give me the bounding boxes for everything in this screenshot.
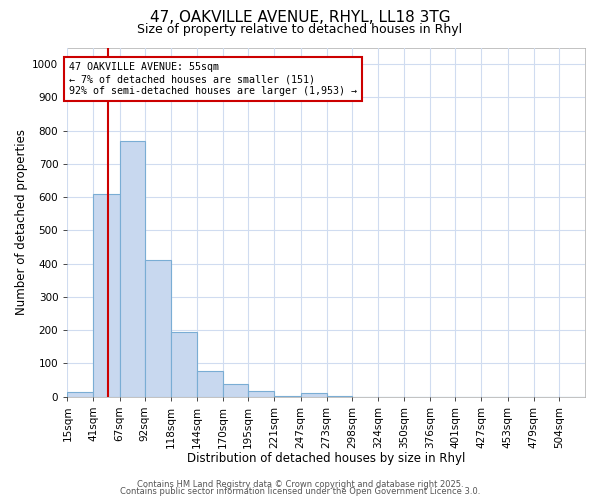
Bar <box>171 332 197 396</box>
Bar <box>119 140 145 396</box>
Bar <box>301 392 326 396</box>
Text: Contains HM Land Registry data © Crown copyright and database right 2025.: Contains HM Land Registry data © Crown c… <box>137 480 463 489</box>
Text: 47 OAKVILLE AVENUE: 55sqm
← 7% of detached houses are smaller (151)
92% of semi-: 47 OAKVILLE AVENUE: 55sqm ← 7% of detach… <box>70 62 358 96</box>
Bar <box>94 194 119 396</box>
Bar <box>145 260 171 396</box>
Bar <box>197 370 223 396</box>
Text: Size of property relative to detached houses in Rhyl: Size of property relative to detached ho… <box>137 22 463 36</box>
Text: 47, OAKVILLE AVENUE, RHYL, LL18 3TG: 47, OAKVILLE AVENUE, RHYL, LL18 3TG <box>149 10 451 25</box>
Bar <box>248 390 274 396</box>
X-axis label: Distribution of detached houses by size in Rhyl: Distribution of detached houses by size … <box>187 452 466 465</box>
Bar <box>67 392 94 396</box>
Bar <box>223 384 248 396</box>
Y-axis label: Number of detached properties: Number of detached properties <box>15 129 28 315</box>
Text: Contains public sector information licensed under the Open Government Licence 3.: Contains public sector information licen… <box>120 487 480 496</box>
